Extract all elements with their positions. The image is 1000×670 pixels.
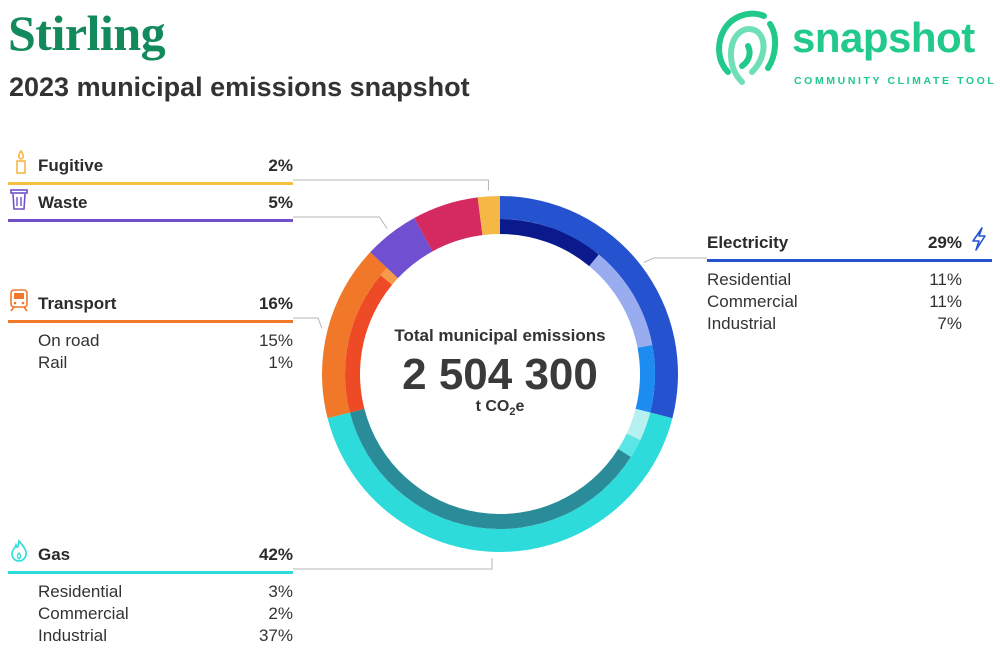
page-subtitle: 2023 municipal emissions snapshot [9,72,470,102]
legend-electricity-industrial: Industrial 7% [707,314,962,333]
legend-waste: Waste 5% [8,189,293,222]
donut-slice-gas [327,412,673,553]
donut-slice-electricity [500,196,678,419]
total-value: 2 504 300 [402,350,598,399]
legend-electricity-pct: 29% [927,233,962,252]
total-label: Total municipal emissions [394,326,606,345]
donut-slice-transport [322,252,388,419]
lightning-icon [972,227,986,251]
donut-slice-waste [370,218,433,279]
legend-electricity-name: Electricity [707,233,789,252]
legend-fugitive-name: Fugitive [38,156,104,175]
legend-transport-pct: 16% [258,294,293,313]
donut-subslice-transport-rail [380,267,398,285]
donut-subslice-transport-on-road [344,275,393,413]
legend-gas-residential: Residential 3% [38,582,293,601]
leader-line-electricity [643,257,707,263]
legend-fugitive: Fugitive 2% [8,150,293,185]
leader-line-fugitive [293,179,489,191]
leader-line-waste [293,216,388,229]
logo-tagline: COMMUNITY CLIMATE TOOL [794,75,997,87]
legend-transport-onroad: On road 15% [38,331,293,350]
donut-subslice-electricity-residential [500,219,599,267]
donut-subslice-gas-commercial [618,433,641,458]
total-unit: t CO2e [475,398,525,419]
legend-transport-rail: Rail 1% [38,353,293,372]
legend-electricity-commercial: Commercial 11% [707,292,962,311]
donut-slice-fugitive [477,196,500,236]
legend-electricity: Electricity 29% Residential 11% Commerci… [707,227,992,334]
legend-transport-name: Transport [38,294,117,313]
logo-wordmark: snapshot [792,14,975,61]
leader-line-transport [293,317,323,329]
donut-slice-other [414,197,483,252]
legend-gas-pct: 42% [258,545,293,564]
candle-icon [16,150,26,174]
legend-gas: Gas 42% Residential 3% Commercial 2% Ind… [8,539,293,646]
donut-subslice-gas-residential [626,408,651,440]
donut-subslice-electricity-industrial [635,344,655,413]
flame-icon [11,539,27,562]
legend-waste-pct: 5% [268,193,293,212]
legend-waste-name: Waste [38,193,88,212]
center-summary: Total municipal emissions 2 504 300 t CO… [350,326,650,418]
train-icon [10,289,28,312]
legend-gas-name: Gas [38,545,71,564]
donut-subslice-gas-industrial [349,408,631,530]
trash-icon [10,189,28,210]
page-title: Stirling [8,5,166,61]
legend-fugitive-pct: 2% [268,156,293,175]
fingerprint-logo-icon [716,10,778,85]
legend-electricity-residential: Residential 11% [707,270,962,289]
donut-subslice-electricity-commercial [589,254,653,348]
legend-gas-commercial: Commercial 2% [38,604,293,623]
snapshot-logo: snapshot COMMUNITY CLIMATE TOOL [712,2,1000,90]
legend-gas-industrial: Industrial 37% [38,626,293,645]
leader-line-gas [293,558,493,570]
legend-transport: Transport 16% On road 15% Rail 1% [8,289,293,373]
